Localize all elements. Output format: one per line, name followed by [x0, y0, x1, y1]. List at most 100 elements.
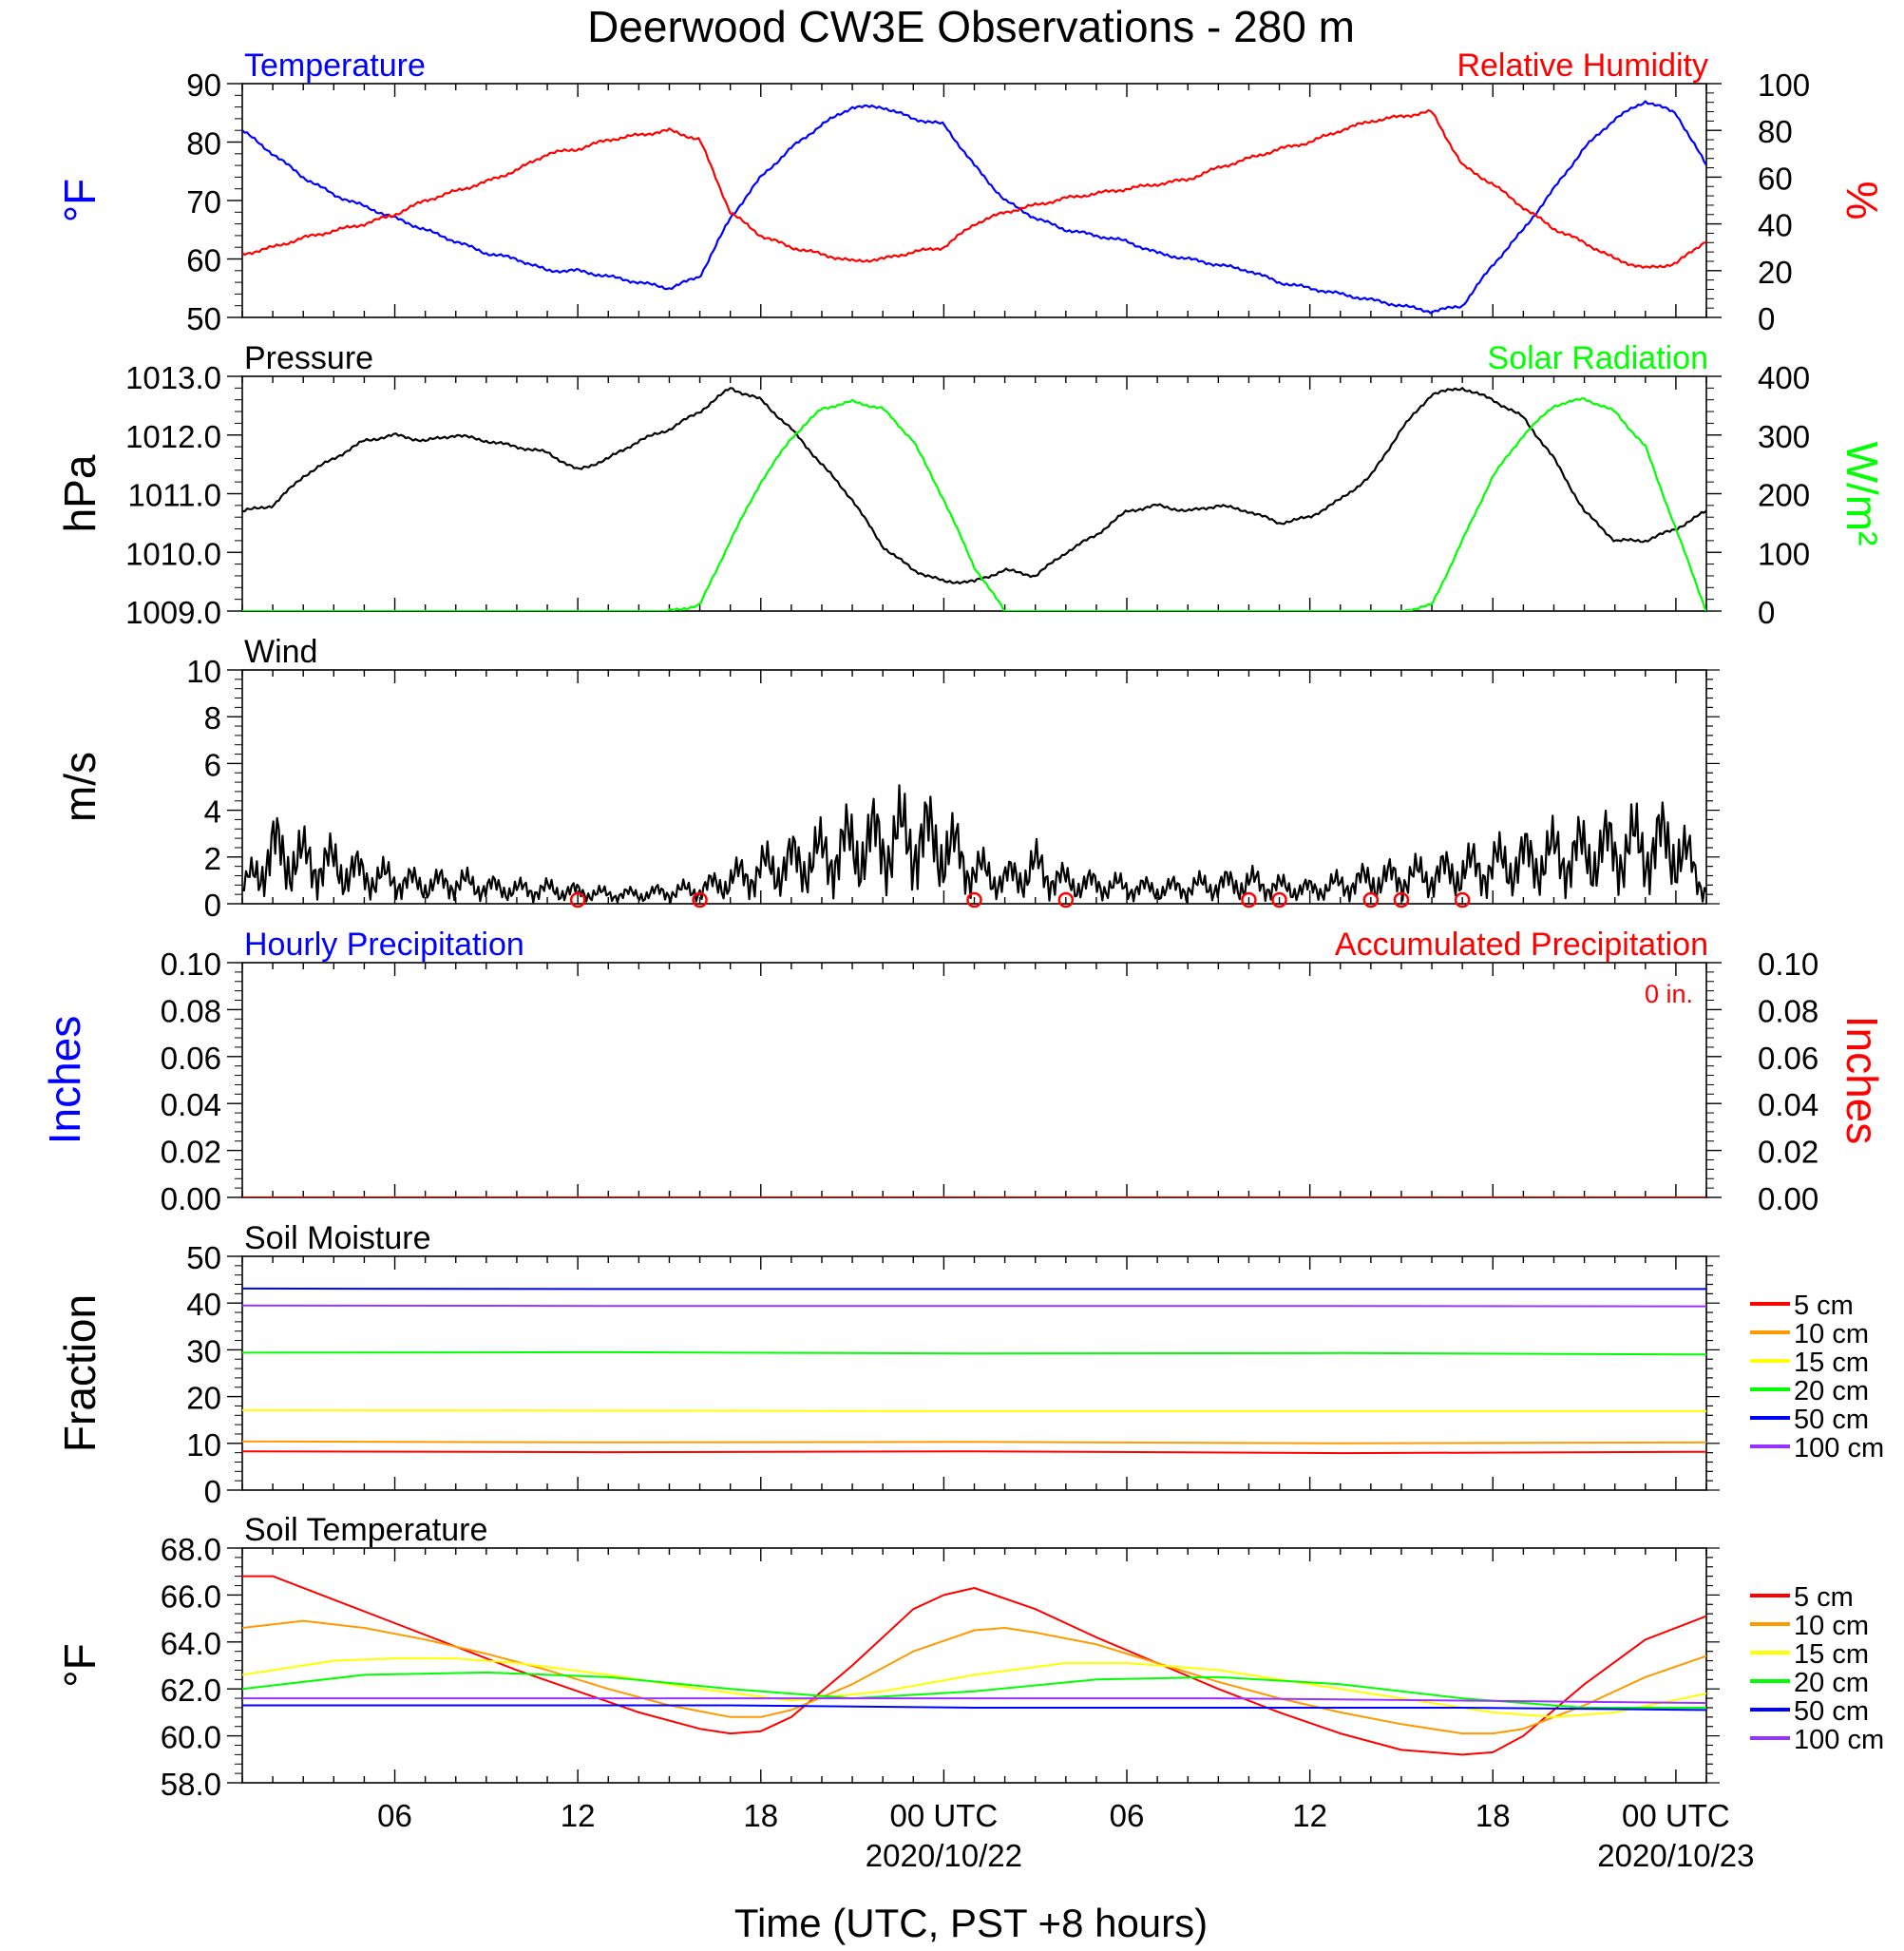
y-tick-label-right: 80: [1758, 114, 1793, 149]
y-tick-label-left: 0.00: [161, 1181, 221, 1216]
y-tick-label-right: 0.04: [1758, 1087, 1818, 1122]
panel-1: 50 60 70 80 90 0 20 40 60 80 100 Temperature Relativ…: [55, 48, 1887, 336]
y-tick-label-right: 200: [1758, 478, 1810, 513]
legend-entry: 10 cm: [1794, 1611, 1869, 1641]
calm-wind-marker: [1362, 891, 1380, 909]
y-tick-label-left: 50: [186, 1240, 221, 1275]
y-tick-label-left: 90: [186, 67, 221, 103]
y-tick-label-left: 0.08: [161, 993, 221, 1028]
legend-entry: 20 cm: [1794, 1668, 1869, 1698]
series-line-20-cm: [242, 1671, 1706, 1709]
panel-title-left: Soil Moisture: [244, 1220, 431, 1256]
y-tick-label-left: 68.0: [161, 1532, 221, 1567]
y-tick-label-left: 80: [186, 126, 221, 162]
y-tick-label-right: 100: [1758, 67, 1810, 103]
y-tick-label-right: 0.06: [1758, 1041, 1818, 1076]
series-line-50-cm: [242, 1287, 1706, 1291]
y-tick-label-left: 30: [186, 1333, 221, 1368]
y-tick-label-left: 66.0: [161, 1578, 221, 1614]
y-tick-label-right: 0: [1758, 595, 1775, 630]
panel-title-left: Hourly Precipitation: [244, 927, 524, 963]
y-tick-label-right: 0.02: [1758, 1135, 1818, 1170]
panel-3: 0 2 4 6 8 10 Wind m/s: [55, 634, 1720, 923]
x-tick-label: 12: [561, 1798, 596, 1833]
legend-entry: 100 cm: [1794, 1433, 1884, 1463]
series-line-100-cm: [242, 1697, 1706, 1704]
y-tick-label-left: 1012.0: [125, 419, 221, 454]
y-axis-label-right: Inches: [1837, 1016, 1887, 1145]
series-line-right-1: [242, 397, 1706, 611]
y-tick-label-left: 40: [186, 1287, 221, 1322]
panel-title-right: Relative Humidity: [1457, 48, 1708, 84]
legend-entry: 50 cm: [1794, 1696, 1869, 1727]
calm-wind-marker: [1271, 891, 1287, 909]
y-axis-label-left: hPa: [55, 454, 105, 532]
calm-wind-marker: [692, 891, 708, 909]
y-tick-label-left: 4: [204, 794, 221, 830]
panel-title-left: Wind: [244, 634, 317, 670]
y-tick-label-left: 0.06: [161, 1041, 221, 1076]
accumulation-total: 0 in.: [1645, 980, 1693, 1008]
panel-title-right: Accumulated Precipitation: [1335, 927, 1708, 963]
plot-area: [242, 100, 1706, 315]
y-tick-label-left: 50: [186, 301, 221, 336]
series-line-15-cm: [242, 1408, 1706, 1412]
y-tick-label-left: 0.04: [161, 1087, 221, 1122]
x-axis-label: Time (UTC, PST +8 hours): [734, 1901, 1208, 1945]
y-tick-label-right: 0.00: [1758, 1181, 1818, 1216]
y-tick-label-left: 0.02: [161, 1135, 221, 1170]
series-line-10-cm: [242, 1440, 1706, 1444]
x-tick-label: 06: [1110, 1798, 1145, 1833]
y-tick-label-right: 60: [1758, 161, 1793, 196]
plot-area: [242, 784, 1706, 904]
x-tick-label: 12: [1292, 1798, 1327, 1833]
y-tick-label-right: 0: [1758, 301, 1775, 336]
y-tick-label-left: 70: [186, 184, 221, 220]
figure-title: Deerwood CW3E Observations - 280 m: [587, 2, 1355, 51]
series-line-left-0: [242, 100, 1706, 315]
y-axis-label-left: Inches: [40, 1016, 89, 1145]
y-axis-label-left: m/s: [55, 752, 105, 822]
y-tick-label-left: 1010.0: [125, 536, 221, 571]
y-tick-label-left: 0.10: [161, 947, 221, 982]
series-line-10-cm: [242, 1619, 1706, 1735]
panel-2: 1009.0 1010.0 1011.0 1012.0 1013.0 0 100 200 300…: [55, 340, 1887, 630]
plot-area: [242, 387, 1706, 611]
y-tick-label-left: 58.0: [161, 1767, 221, 1802]
series-line-left-0: [242, 784, 1706, 904]
y-tick-label-right: 0.08: [1758, 993, 1818, 1028]
y-tick-label-right: 0.10: [1758, 947, 1818, 982]
y-axis-label-left: Fraction: [55, 1294, 105, 1452]
series-line-left-0: [242, 387, 1706, 585]
y-tick-label-right: 400: [1758, 360, 1810, 395]
time-axis: 06 12 18 00 UTC 2020/10/22 06 12 18 00 UTC 2020/1…: [377, 1798, 1754, 1873]
y-tick-label-left: 60: [186, 243, 221, 278]
legend-entry: 100 cm: [1794, 1725, 1884, 1755]
calm-wind-marker: [1454, 891, 1471, 909]
x-date-label: 2020/10/23: [1597, 1838, 1754, 1873]
x-tick-label: 00 UTC: [890, 1798, 999, 1833]
legend-entry: 20 cm: [1794, 1376, 1869, 1406]
y-tick-label-left: 1009.0: [125, 595, 221, 630]
legend-entry: 10 cm: [1794, 1319, 1869, 1349]
y-axis-label-left: °F: [55, 179, 105, 223]
calm-wind-marker: [1241, 891, 1257, 909]
y-tick-label-left: 1011.0: [128, 478, 221, 513]
y-tick-label-right: 40: [1758, 208, 1793, 243]
y-tick-label-left: 0: [204, 888, 221, 923]
x-tick-label: 00 UTC: [1622, 1798, 1730, 1833]
y-axis-label-right: %: [1837, 182, 1887, 220]
y-tick-label-left: 0: [204, 1474, 221, 1509]
y-tick-label-left: 64.0: [161, 1626, 221, 1661]
panel-title-left: Temperature: [244, 48, 426, 84]
series-line-20-cm: [242, 1350, 1706, 1356]
y-tick-label-left: 8: [204, 700, 221, 736]
y-tick-label-left: 1013.0: [125, 360, 221, 395]
legend-entry: 15 cm: [1794, 1348, 1869, 1378]
